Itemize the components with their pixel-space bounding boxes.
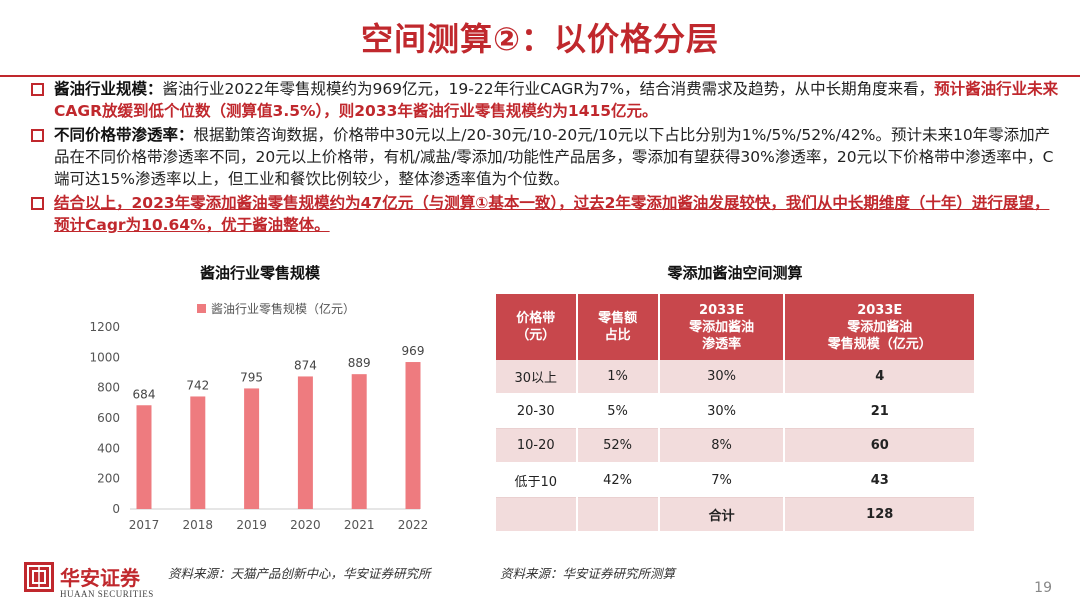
table-header-cell: 2033E 零添加酱油 渗透率 — [658, 294, 786, 360]
table-cell: 4 — [784, 360, 974, 395]
total-value: 128 — [784, 497, 974, 533]
chart-title: 酱油行业零售规模 — [199, 264, 320, 282]
space-calc-table: 价格带 （元） 零售额 占比 2033E 零添加酱油 渗透率 2033E 零添加酱油 零售规模（亿… — [496, 294, 974, 533]
seal-logo-icon — [24, 562, 54, 592]
table-header-cell: 2033E 零添加酱油 零售规模（亿元） — [784, 294, 974, 360]
table-cell: 42% — [576, 463, 660, 498]
table-header-cell: 价格带 （元） — [496, 294, 578, 360]
table-cell: 30以上 — [496, 360, 578, 395]
bullet-price-penetration: 不同价格带渗透率：根据勤策咨询数据，价格带中30元以上/20-30元/10-20… — [30, 124, 1060, 190]
bar-2019 — [244, 388, 260, 509]
table-cell — [576, 497, 660, 533]
table-cell: 1% — [576, 360, 660, 395]
table-cell: 30% — [658, 394, 786, 429]
legend-swatch — [197, 304, 206, 313]
y-tick-label: 1200 — [89, 320, 120, 334]
table-cell: 5% — [576, 394, 660, 429]
table-cell: 10-20 — [496, 428, 578, 464]
table-cell: 52% — [576, 428, 660, 464]
retail-scale-chart: 酱油行业零售规模 酱油行业零售规模（亿元） 0 200 400 600 800 1000 12… — [60, 262, 460, 552]
bullet-lead: 不同价格带渗透率： — [54, 126, 194, 144]
total-label: 合计 — [658, 497, 786, 533]
table-cell — [496, 497, 578, 533]
y-tick-label: 1000 — [89, 350, 120, 364]
data-label-2022: 969 — [402, 344, 425, 358]
logo-name: 华安证券 — [60, 566, 140, 590]
table-cell: 低于10 — [496, 463, 578, 498]
bullet-list: 酱油行业规模：酱油行业2022年零售规模约为969亿元，19-22年行业CAGR… — [30, 78, 1060, 238]
x-tick-label-2019: 2019 — [236, 518, 267, 532]
x-tick-label-2020: 2020 — [290, 518, 321, 532]
x-tick-label-2018: 2018 — [183, 518, 214, 532]
table-cell: 8% — [658, 428, 786, 464]
chart-svg: 酱油行业零售规模（亿元） 0 200 400 600 800 1000 1200 684 2017… — [89, 301, 429, 532]
data-label-2018: 742 — [186, 378, 209, 392]
table-cell: 43 — [784, 463, 974, 498]
bullet-text: 酱油行业2022年零售规模约为969亿元，19-22年行业CAGR为7%，结合消… — [162, 80, 935, 98]
page-number: 19 — [1034, 580, 1052, 596]
bar-2021 — [351, 374, 367, 509]
data-label-2019: 795 — [240, 370, 263, 384]
table-cell: 21 — [784, 394, 974, 429]
square-bullet-icon — [31, 83, 44, 96]
bullet-lead: 酱油行业规模： — [54, 80, 163, 98]
table-title: 零添加酱油空间测算 — [667, 264, 803, 282]
legend-label: 酱油行业零售规模（亿元） — [211, 301, 355, 316]
bullet-text: 结合以上，2023年零添加酱油零售规模约为47亿元（与测算①基本一致），过去2年… — [54, 194, 1050, 234]
bar-2022 — [405, 362, 421, 509]
table-cell: 7% — [658, 463, 786, 498]
data-label-2020: 874 — [294, 358, 317, 372]
y-tick-label: 600 — [97, 411, 120, 425]
bullet-industry-scale: 酱油行业规模：酱油行业2022年零售规模约为969亿元，19-22年行业CAGR… — [30, 78, 1060, 122]
bullet-conclusion: 结合以上，2023年零添加酱油零售规模约为47亿元（与测算①基本一致），过去2年… — [30, 192, 1060, 236]
table-row: 低于10 42% 7% 43 — [496, 463, 974, 498]
y-tick-label: 0 — [112, 502, 120, 516]
bar-2018 — [190, 396, 206, 509]
square-bullet-icon — [31, 129, 44, 142]
x-tick-label-2021: 2021 — [344, 518, 375, 532]
x-tick-label-2022: 2022 — [398, 518, 429, 532]
y-tick-label: 200 — [97, 472, 120, 486]
table-cell: 60 — [784, 428, 974, 464]
source-right: 资料来源：华安证券研究所测算 — [500, 566, 676, 581]
bullet-text: 根据勤策咨询数据，价格带中30元以上/20-30元/10-20元/10元以下占比… — [54, 126, 1054, 188]
logo: 华安证券 HUAAN SECURITIES — [24, 562, 164, 602]
table-row: 10-20 52% 8% 60 — [496, 428, 974, 464]
x-tick-label-2017: 2017 — [129, 518, 160, 532]
title-bar: 空间测算②：以价格分层 — [0, 0, 1080, 77]
table-header-row: 价格带 （元） 零售额 占比 2033E 零添加酱油 渗透率 2033E 零添加酱油 零售规模（亿… — [496, 294, 974, 360]
source-left: 资料来源：天猫产品创新中心，华安证券研究所 — [168, 566, 431, 581]
bar-2017 — [136, 405, 152, 509]
logo-en: HUAAN SECURITIES — [60, 589, 154, 599]
table-cell: 20-30 — [496, 394, 578, 429]
square-bullet-icon — [31, 197, 44, 210]
data-label-2021: 889 — [348, 356, 371, 370]
table-row: 20-30 5% 30% 21 — [496, 394, 974, 429]
data-label-2017: 684 — [133, 387, 156, 401]
table-total-row: 合计 128 — [496, 497, 974, 533]
table-cell: 30% — [658, 360, 786, 395]
bar-2020 — [297, 376, 313, 509]
bullet-highlight: 预计酱油行业未来CAGR放缓到低个位数（测算值3.5%），则2033年酱油行业零… — [54, 80, 1059, 120]
page-title: 空间测算②：以价格分层 — [360, 20, 720, 58]
table-header-cell: 零售额 占比 — [576, 294, 660, 360]
y-tick-label: 400 — [97, 441, 120, 455]
y-tick-label: 800 — [97, 381, 120, 395]
table-row: 30以上 1% 30% 4 — [496, 360, 974, 395]
